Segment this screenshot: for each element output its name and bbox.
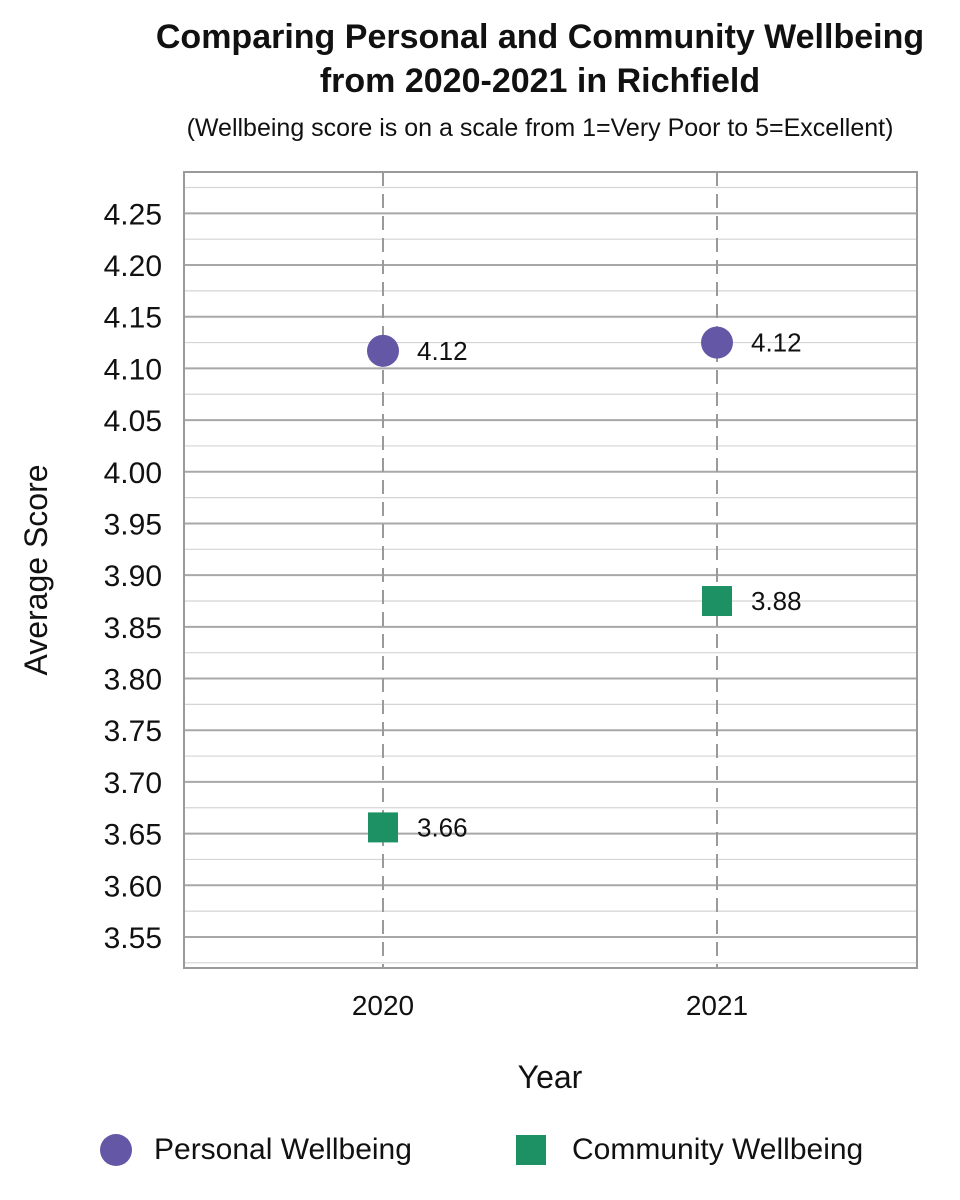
y-tick-label: 3.80 [104,664,162,697]
y-tick-label: 3.70 [104,767,162,800]
data-label: 4.12 [417,336,468,366]
y-tick-label: 3.55 [104,922,162,955]
y-tick-label: 4.00 [104,457,162,490]
legend-label-community: Community Wellbeing [572,1133,864,1166]
chart-title-line2: from 2020-2021 in Richfield [319,62,761,100]
x-axis-ticks: 2020 2021 [352,990,748,1021]
y-axis-label: Average Score [18,464,54,675]
plot-area-border [183,171,918,969]
data-label: 3.88 [751,586,802,616]
y-tick-label: 4.25 [104,198,162,231]
community-wellbeing-point [368,812,398,843]
y-tick-label: 3.85 [104,612,162,645]
x-tick-label: 2021 [686,990,748,1021]
y-tick-label: 3.75 [104,715,162,748]
y-tick-label: 3.95 [104,508,162,541]
data-marks: 4.12 4.12 3.66 3.88 [367,326,802,843]
legend-item-personal: Personal Wellbeing [100,1124,412,1176]
y-tick-label: 4.10 [104,353,162,386]
legend-circle-marker [100,1134,132,1166]
x-tick-label: 2020 [352,990,414,1021]
data-label: 3.66 [417,812,468,842]
data-label: 4.12 [751,328,802,358]
y-axis-ticks: 3.55 3.60 3.65 3.70 3.75 3.80 3.85 3.90 3.95 4.00… [104,198,162,955]
legend: Personal Wellbeing Community Wellbeing [0,1124,960,1176]
legend-square-marker [516,1135,546,1165]
chart-subtitle: (Wellbeing score is on a scale from 1=Ve… [186,114,894,142]
gridlines [184,172,917,968]
y-tick-label: 3.90 [104,560,162,593]
y-tick-label: 3.60 [104,870,162,903]
personal-wellbeing-point [701,326,733,359]
personal-wellbeing-point [367,334,399,367]
y-tick-label: 4.20 [104,250,162,283]
y-tick-label: 3.65 [104,819,162,852]
chart-title-line1: Comparing Personal and Community Wellbei… [155,18,925,56]
community-wellbeing-point [702,586,732,617]
legend-item-community: Community Wellbeing [516,1124,863,1176]
legend-label-personal: Personal Wellbeing [154,1133,412,1166]
y-tick-label: 4.15 [104,302,162,335]
y-tick-label: 4.05 [104,405,162,438]
x-axis-label: Year [518,1059,583,1095]
chart-svg: 3.55 3.60 3.65 3.70 3.75 3.80 3.85 3.90 3.95 4.00… [18,171,918,1095]
